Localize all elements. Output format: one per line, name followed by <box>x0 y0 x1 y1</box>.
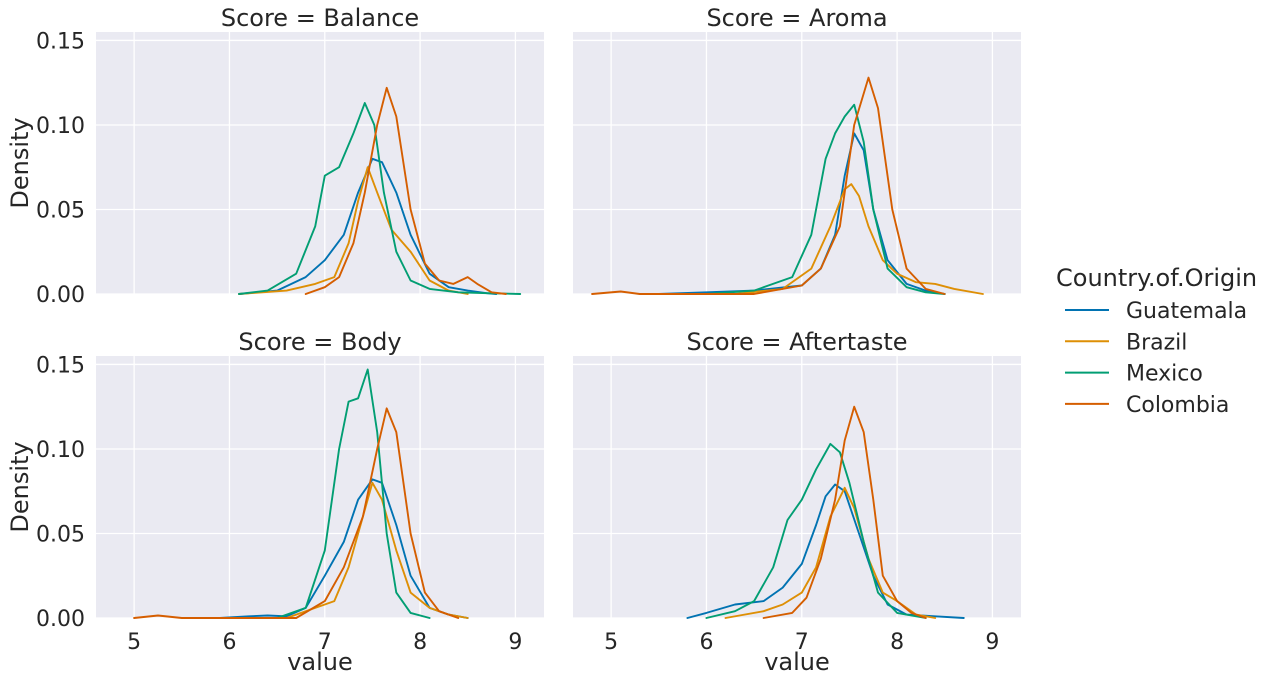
density-line-mexico <box>276 368 431 619</box>
x-tick-label: 9 <box>985 630 999 655</box>
facet-title: Score = Balance <box>221 4 419 32</box>
y-axis-label: Density <box>6 441 34 532</box>
legend-label-mexico: Mexico <box>1126 362 1203 387</box>
density-line-mexico <box>705 442 927 619</box>
density-line-colombia <box>133 407 460 619</box>
density-line-mexico <box>238 102 522 295</box>
plot-background <box>96 32 544 294</box>
legend-label-guatemala: Guatemala <box>1126 299 1247 324</box>
x-tick-label: 5 <box>127 630 141 655</box>
density-line-brazil <box>238 166 469 295</box>
density-line-colombia <box>304 86 507 295</box>
x-tick-label: 8 <box>890 630 904 655</box>
facet-panel-aroma: Score = Aroma <box>573 4 1021 295</box>
y-tick-label: 0.05 <box>36 198 85 223</box>
facet-title: Score = Aroma <box>706 4 887 32</box>
x-tick-label: 8 <box>413 630 427 655</box>
y-tick-label: 0.10 <box>36 438 85 463</box>
x-tick-label: 9 <box>508 630 522 655</box>
plot-background <box>96 356 544 618</box>
density-line-guatemala <box>218 478 469 619</box>
density-line-mexico <box>705 103 946 295</box>
y-tick-label: 0.05 <box>36 522 85 547</box>
y-tick-label: 0.10 <box>36 114 85 139</box>
legend-title: Country.of.Origin <box>1056 264 1257 292</box>
x-tick-label: 6 <box>699 630 713 655</box>
facet-panel-aftertaste: Score = Aftertaste 5 6 7 8 9 value <box>573 328 1021 676</box>
facet-title: Score = Aftertaste <box>686 328 907 356</box>
density-line-colombia <box>591 76 946 295</box>
plot-background <box>573 32 1021 294</box>
legend-label-brazil: Brazil <box>1126 330 1187 355</box>
density-line-brazil <box>285 481 469 619</box>
x-axis-label: value <box>764 648 830 676</box>
x-tick-label: 7 <box>318 630 332 655</box>
x-tick-label: 6 <box>222 630 236 655</box>
x-axis-label: value <box>287 648 353 676</box>
y-tick-label: 0.15 <box>36 29 85 54</box>
y-tick-label: 0.00 <box>36 283 85 308</box>
x-tick-label: 7 <box>795 630 809 655</box>
legend: Country.of.Origin Guatemala Brazil Mexico Co… <box>1056 264 1257 418</box>
density-line-brazil <box>734 183 984 295</box>
legend-label-colombia: Colombia <box>1126 393 1229 418</box>
x-tick-label: 5 <box>604 630 618 655</box>
facet-panel-body: Score = Body 0.00 0.05 0.10 0.15 Density 5 6 7 8 9… <box>6 328 544 676</box>
plot-background <box>573 356 1021 618</box>
facet-panel-balance: Score = Balance 0.00 0.05 0.10 0.15 Density <box>6 4 544 308</box>
density-line-colombia <box>762 405 927 619</box>
y-tick-label: 0.15 <box>36 353 85 378</box>
facet-title: Score = Body <box>238 328 401 356</box>
density-line-guatemala <box>238 157 498 295</box>
y-tick-label: 0.00 <box>36 607 85 632</box>
y-axis-label: Density <box>6 117 34 208</box>
